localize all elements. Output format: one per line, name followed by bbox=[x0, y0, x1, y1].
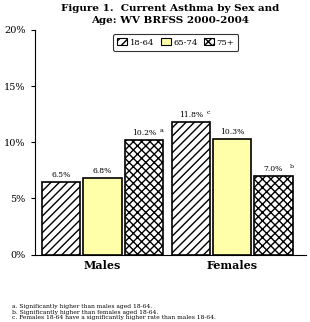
Title: Figure 1.  Current Asthma by Sex and
Age: WV BRFSS 2000-2004: Figure 1. Current Asthma by Sex and Age:… bbox=[61, 4, 279, 25]
Text: b: b bbox=[290, 164, 294, 169]
Text: 7.0%: 7.0% bbox=[264, 165, 283, 173]
Text: a. Significantly higher than males aged 18-64.
b. Significantly higher than fema: a. Significantly higher than males aged … bbox=[12, 304, 216, 320]
Bar bbox=[125, 140, 163, 255]
Legend: 18-64, 65-74, 75+: 18-64, 65-74, 75+ bbox=[113, 34, 238, 51]
Text: c: c bbox=[207, 110, 210, 115]
Text: 6.8%: 6.8% bbox=[93, 167, 112, 175]
Bar bbox=[213, 139, 251, 255]
Text: 10.3%: 10.3% bbox=[220, 128, 244, 136]
Text: a: a bbox=[160, 128, 164, 133]
Bar bbox=[42, 182, 80, 255]
Text: 10.2%: 10.2% bbox=[132, 129, 156, 137]
Text: 6.5%: 6.5% bbox=[51, 171, 71, 179]
Bar bbox=[172, 122, 210, 255]
Text: 11.8%: 11.8% bbox=[179, 111, 203, 119]
Bar bbox=[254, 176, 293, 255]
Bar bbox=[83, 178, 122, 255]
